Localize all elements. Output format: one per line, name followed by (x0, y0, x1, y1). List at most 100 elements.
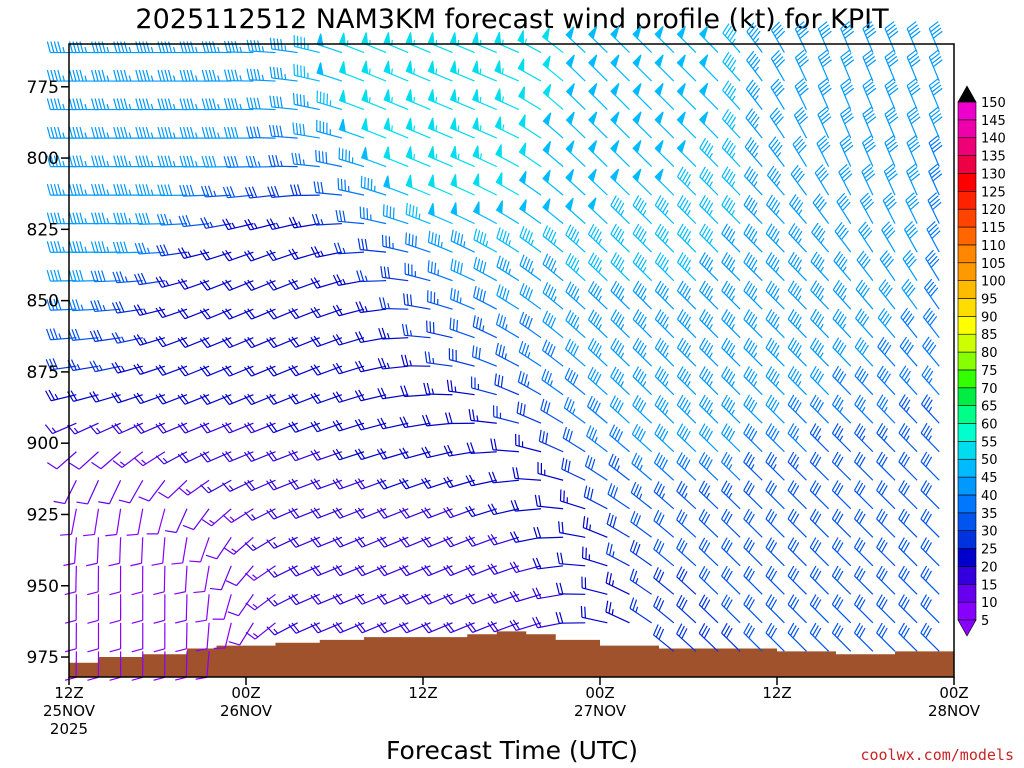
barb-half (642, 352, 647, 359)
barb-shaft (427, 271, 453, 282)
barb-flag (770, 78, 780, 88)
barb-flag (612, 368, 620, 380)
barb-half (476, 415, 479, 422)
barb-flag (519, 226, 525, 238)
barb-flag (222, 219, 229, 230)
barb-flag (105, 533, 117, 537)
colorbar-swatch (957, 530, 977, 549)
barb-flag (706, 345, 714, 356)
barb-flag (181, 215, 188, 227)
barb-flag (153, 676, 165, 681)
wind-barb (898, 508, 918, 538)
barb-flag (225, 308, 234, 319)
barb-flag (111, 302, 118, 314)
barb-shaft (631, 462, 653, 481)
barb-flag (797, 27, 808, 36)
barb-flag (903, 599, 910, 610)
barb-flag (723, 226, 731, 237)
barb-flag (858, 221, 867, 231)
wind-barb (787, 508, 807, 538)
wind-barb (610, 168, 630, 196)
barb-half (753, 152, 759, 158)
barb-flag (684, 345, 692, 356)
barb-flag (290, 184, 295, 196)
barb-shaft (817, 114, 830, 139)
barb-half (731, 352, 735, 359)
wind-barb (361, 118, 387, 139)
barb-flag (79, 69, 84, 82)
barb-shaft (630, 492, 652, 510)
barb-shaft (254, 593, 276, 611)
barb-shaft (471, 508, 497, 518)
barb-pennant (450, 202, 458, 217)
barb-flag (930, 198, 941, 207)
barb-flag (745, 454, 753, 465)
barb-shaft (472, 565, 497, 576)
barb-flag (57, 269, 62, 282)
barb-half (598, 238, 602, 245)
barb-flag (654, 280, 662, 292)
barb-flag (567, 255, 575, 266)
wind-barb (901, 278, 918, 310)
barb-flag (357, 536, 366, 547)
barb-flag (592, 228, 600, 240)
wind-barb (876, 508, 896, 538)
barb-flag (203, 249, 211, 260)
barb-pennant (676, 82, 686, 97)
wind-barb (853, 508, 874, 538)
barb-flag (592, 371, 599, 383)
wind-barb (518, 340, 542, 367)
barb-flag (750, 288, 758, 299)
barb-flag (787, 394, 795, 406)
barb-flag (335, 334, 343, 345)
wind-barb (858, 221, 874, 253)
wind-barb (787, 451, 807, 481)
wind-barb (427, 32, 453, 54)
barb-flag (701, 311, 709, 323)
barb-flag (470, 442, 475, 454)
barb-flag (775, 116, 784, 126)
barb-flag (174, 591, 186, 595)
barb-flag (858, 542, 866, 553)
barb-shaft (295, 422, 320, 433)
wind-barb (109, 651, 122, 681)
barb-flag (743, 537, 750, 548)
colorbar-label: 75 (981, 364, 998, 379)
wind-barb (288, 421, 320, 433)
wind-barb (518, 199, 542, 225)
barb-flag (292, 92, 295, 105)
barb-flag (248, 186, 254, 198)
wind-barb (787, 251, 807, 282)
wind-barb (743, 223, 763, 253)
barb-flag (131, 648, 143, 653)
barb-flag (74, 328, 81, 340)
barb-flag (49, 328, 55, 340)
barb-flag (201, 69, 206, 82)
barb-flag (359, 270, 365, 282)
barb-half (409, 360, 412, 367)
barb-flag (595, 373, 602, 385)
barb-flag (812, 254, 820, 265)
wind-barb (920, 422, 940, 453)
barb-flag (632, 394, 639, 406)
barb-flag (291, 152, 295, 165)
barb-flag (244, 395, 252, 405)
barb-flag (91, 155, 96, 167)
barb-flag (50, 69, 55, 82)
barb-flag (471, 345, 475, 357)
barb-flag (227, 611, 239, 617)
barb-flag (654, 394, 662, 406)
wind-barb (862, 78, 877, 110)
barb-flag (862, 166, 873, 176)
barb-flag (112, 241, 118, 254)
barb-half (753, 323, 758, 330)
barb-flag (269, 508, 278, 519)
barb-flag (814, 371, 822, 382)
barb-half (819, 352, 824, 358)
y-tick-label: 950 (27, 577, 59, 597)
barb-flag (765, 622, 773, 634)
barb-flag (116, 212, 121, 224)
wind-barb (654, 252, 675, 282)
barb-flag (399, 416, 406, 428)
barb-flag (676, 280, 684, 292)
